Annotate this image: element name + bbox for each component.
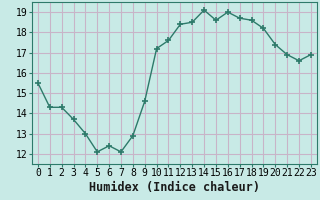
X-axis label: Humidex (Indice chaleur): Humidex (Indice chaleur) — [89, 181, 260, 194]
